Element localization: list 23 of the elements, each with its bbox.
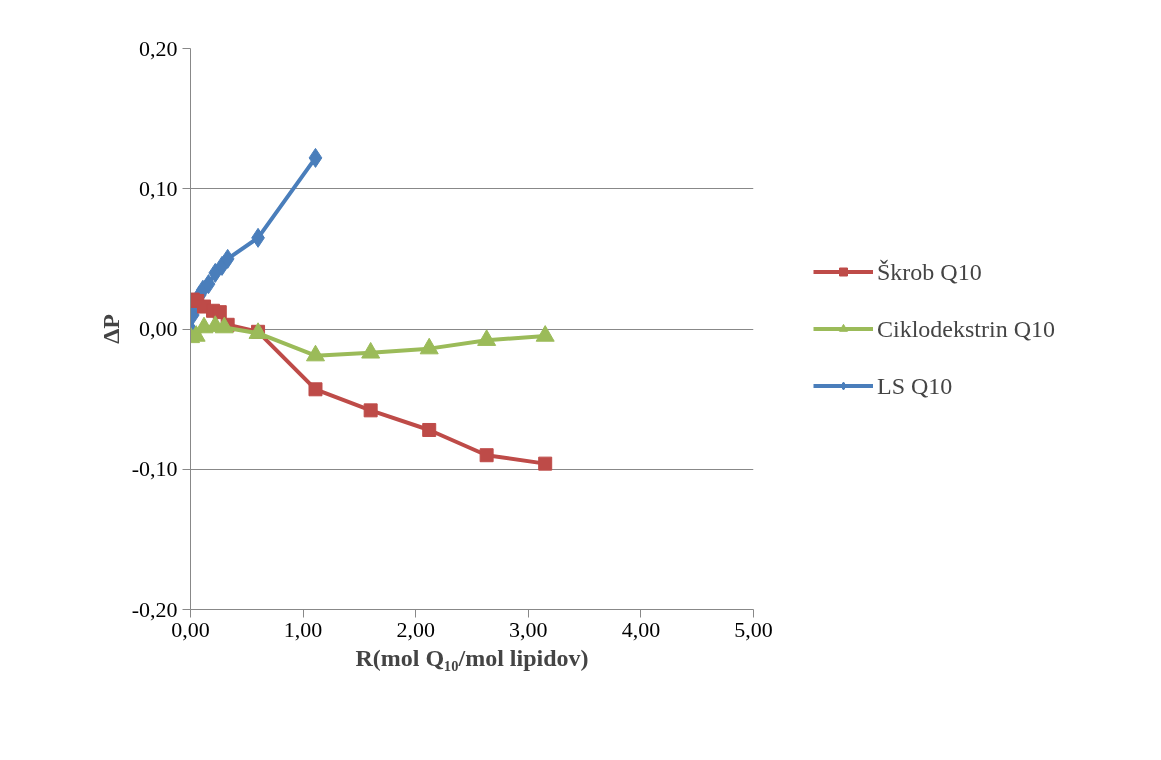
x-axis-title: R(mol Q₁₀/mol lipidov) [355,644,589,671]
point [422,422,437,437]
point [479,448,494,463]
legend-label: LS Q10 [877,372,953,399]
x-tick-label: 1,00 [283,616,323,642]
x-tick-label: 5,00 [734,616,773,642]
point [220,248,235,269]
point [538,456,553,471]
point [363,403,378,418]
x-tick-label: 3,00 [509,616,548,642]
y-tick-label: 0,20 [139,35,178,61]
legend-label: Škrob Q10 [877,258,982,285]
y-tick-label: 0,10 [139,175,178,201]
y-tick-label: -0,10 [131,456,178,482]
legend-label: Ciklodekstrin Q10 [877,315,1055,342]
y-axis-title: ΔP [97,314,124,344]
x-tick-label: 4,00 [621,616,661,642]
y-tick-label: 0,00 [139,316,178,341]
point [212,305,227,320]
point [308,147,323,168]
point [308,382,323,397]
point [201,274,216,295]
x-tick-label: 2,00 [396,616,435,642]
